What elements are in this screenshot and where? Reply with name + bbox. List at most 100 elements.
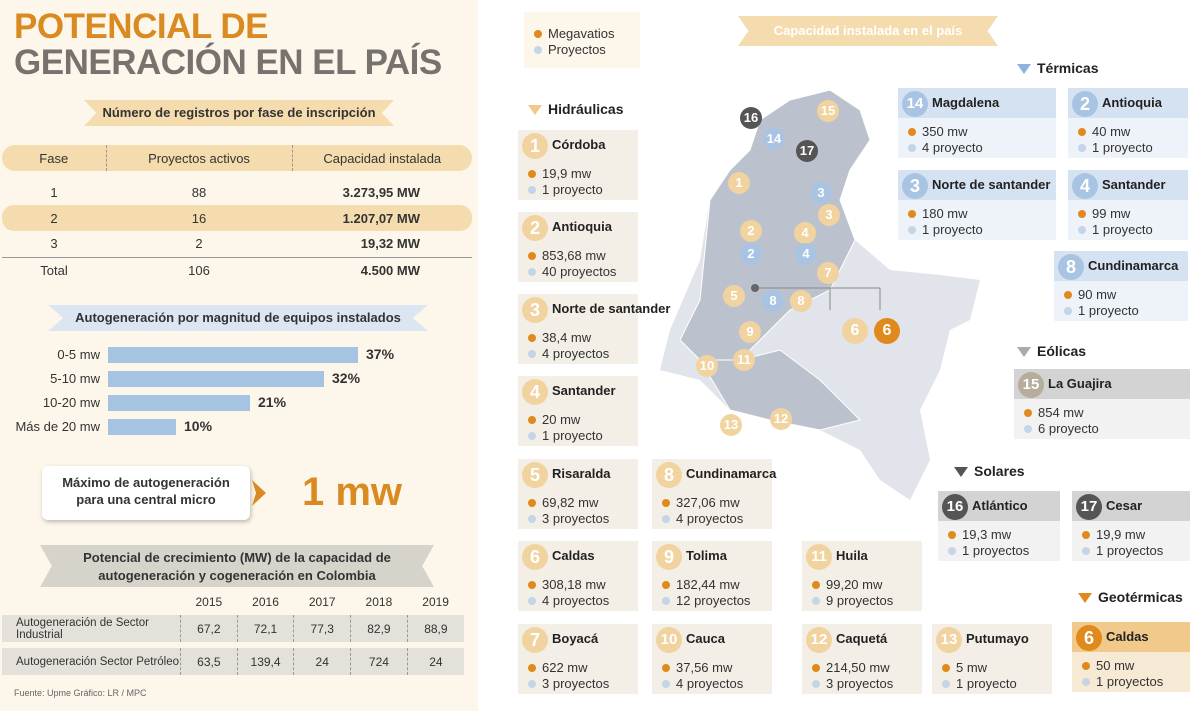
card-proj: 4 proyectos xyxy=(518,593,638,609)
cell: 24 xyxy=(406,648,464,675)
blue-dot-icon xyxy=(528,432,536,440)
card-number: 3 xyxy=(902,173,928,199)
card-header: 12 Caquetá xyxy=(802,624,922,654)
cell: 139,4 xyxy=(236,648,294,675)
card-header: 2 Antioquia xyxy=(1068,88,1188,118)
card-header: 13 Putumayo xyxy=(932,624,1052,654)
map-marker: 3 xyxy=(810,182,832,204)
map-marker: 10 xyxy=(696,355,718,377)
region-card: 8 Cundinamarca 327,06 mw 4 proyectos xyxy=(652,459,776,529)
section-heading: Hidráulicas xyxy=(528,101,623,117)
section-heading: Térmicas xyxy=(1017,60,1098,76)
cell: 4.500 MW xyxy=(292,256,472,283)
card-name: Risaralda xyxy=(552,466,611,481)
autogen-bar-chart: 0-5 mw 37% 5-10 mw 32% 10-20 mw 21% Más de 20 … xyxy=(0,345,478,445)
blue-dot-icon xyxy=(1078,226,1086,234)
card-name: Santander xyxy=(552,383,616,398)
card-proj: 4 proyecto xyxy=(898,140,1056,156)
region-card: 7 Boyacá 622 mw 3 proyectos xyxy=(518,624,638,694)
card-mw: 50 mw xyxy=(1072,658,1190,674)
map-marker: 8 xyxy=(790,290,812,312)
card-name: Caldas xyxy=(1106,629,1149,644)
table-row: 2 16 1.207,07 MW xyxy=(2,205,472,231)
card-header: 4 Santander xyxy=(518,376,638,406)
region-card: 8 Cundinamarca 90 mw 1 proyecto xyxy=(1054,251,1188,321)
card-header: 5 Risaralda xyxy=(518,459,638,489)
card-proj: 1 proyectos xyxy=(1072,543,1190,559)
card-number: 2 xyxy=(1072,91,1098,117)
card-name: Norte de santander xyxy=(932,177,1051,192)
map-marker: 4 xyxy=(794,222,816,244)
card-name: Norte de santander xyxy=(552,301,671,316)
cell: 16 xyxy=(106,205,292,231)
orange-dot-icon xyxy=(528,499,536,507)
card-proj: 3 proyectos xyxy=(802,676,922,692)
card-name: Cesar xyxy=(1106,498,1143,513)
card-proj: 4 proyectos xyxy=(652,676,772,692)
card-header: 8 Cundinamarca xyxy=(652,459,776,489)
card-name: Antioquia xyxy=(552,219,612,234)
map-marker: 12 xyxy=(770,408,792,430)
region-card: 4 Santander 20 mw 1 proyecto xyxy=(518,376,638,446)
region-card: 2 Antioquia 40 mw 1 proyecto xyxy=(1068,88,1188,158)
cell: 1 xyxy=(50,184,58,200)
card-proj: 9 proyectos xyxy=(802,593,922,609)
card-header: 10 Cauca xyxy=(652,624,772,654)
blue-dot-icon xyxy=(528,350,536,358)
orange-dot-icon xyxy=(528,416,536,424)
orange-dot-icon xyxy=(1024,409,1032,417)
card-number: 4 xyxy=(1072,173,1098,199)
card-proj: 1 proyecto xyxy=(1068,222,1188,238)
map-marker: 5 xyxy=(723,285,745,307)
card-mw: 182,44 mw xyxy=(652,577,772,593)
card-mw: 622 mw xyxy=(518,660,638,676)
map-marker: 13 xyxy=(720,414,742,436)
blue-dot-icon xyxy=(812,597,820,605)
map-marker: 3 xyxy=(818,204,840,226)
region-card: 13 Putumayo 5 mw 1 proyecto xyxy=(932,624,1052,694)
region-card: 10 Cauca 37,56 mw 4 proyectos xyxy=(652,624,772,694)
crecimiento-banner: Potencial de crecimiento (MW) de la capa… xyxy=(40,545,434,587)
year: 2015 xyxy=(195,594,223,609)
card-header: 2 Antioquia xyxy=(518,212,638,242)
blue-dot-icon xyxy=(528,515,536,523)
chevron-right-icon xyxy=(252,480,266,506)
bar-value: 37% xyxy=(366,346,395,362)
cell: 82,9 xyxy=(350,615,408,642)
region-card: 16 Atlántico 19,3 mw 1 proyectos xyxy=(938,491,1060,561)
cell: 88,9 xyxy=(406,615,464,642)
cell: 106 xyxy=(106,256,292,283)
card-proj: 1 proyecto xyxy=(898,222,1056,238)
card-number: 6 xyxy=(1076,625,1102,651)
card-proj: 1 proyecto xyxy=(1054,303,1188,319)
card-mw: 854 mw xyxy=(1014,405,1190,421)
card-header: 6 Caldas xyxy=(518,541,638,571)
triangle-down-icon xyxy=(954,467,968,477)
card-proj: 12 proyectos xyxy=(652,593,772,609)
card-proj: 1 proyecto xyxy=(518,182,638,198)
bar xyxy=(108,371,324,387)
table-row: Autogeneración Sector Petróleo 63,5 139,… xyxy=(2,648,464,675)
map-marker: 11 xyxy=(733,349,755,371)
orange-dot-icon xyxy=(534,30,542,38)
orange-dot-icon xyxy=(662,499,670,507)
blue-dot-icon xyxy=(528,268,536,276)
cell: 1.207,07 MW xyxy=(292,205,472,231)
cell: 77,3 xyxy=(293,615,351,642)
col-capacidad: Capacidad instalada xyxy=(292,145,472,171)
crecimiento-table: 2015 2016 2017 2018 2019 Autogeneración … xyxy=(2,588,464,675)
card-proj: 3 proyectos xyxy=(518,676,638,692)
card-header: 11 Huila xyxy=(802,541,922,571)
section-heading: Geotérmicas xyxy=(1078,589,1183,605)
registros-header-row: Fase Proyectos activos Capacidad instala… xyxy=(2,145,472,171)
bar xyxy=(108,419,176,435)
card-mw: 214,50 mw xyxy=(802,660,922,676)
maximo-box: Máximo de autogeneración para una centra… xyxy=(42,466,250,520)
bar-value: 10% xyxy=(184,418,213,434)
region-card: 2 Antioquia 853,68 mw 40 proyectos xyxy=(518,212,638,282)
registros-banner: Número de registros por fase de inscripc… xyxy=(84,100,394,126)
map-marker: 6 xyxy=(874,318,900,344)
fuente: Fuente: Upme Gráfico: LR / MPC xyxy=(14,688,147,698)
region-card: 1 Córdoba 19,9 mw 1 proyecto xyxy=(518,130,638,200)
region-card: 15 La Guajira 854 mw 6 proyecto xyxy=(1014,369,1190,439)
